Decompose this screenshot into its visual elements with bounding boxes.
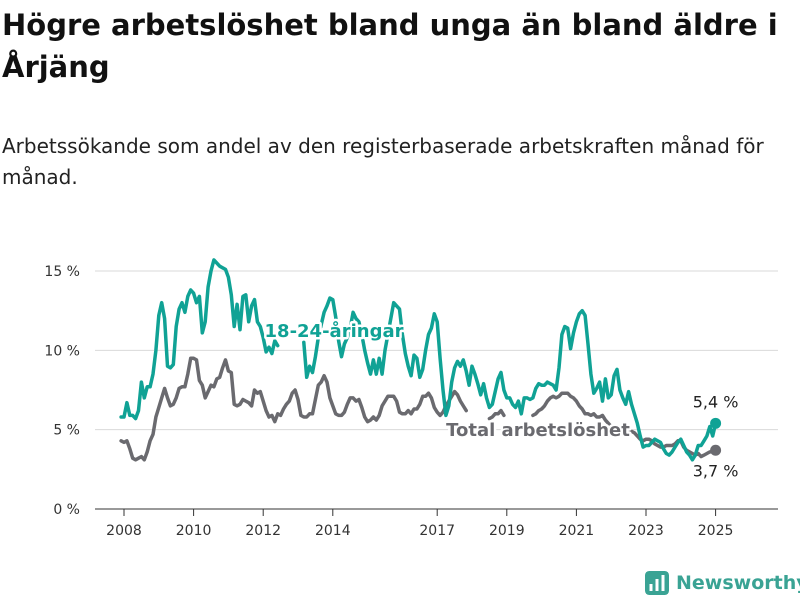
series-end-marker <box>710 417 722 429</box>
x-tick-label: 2014 <box>315 523 351 539</box>
y-tick-label: 0 % <box>53 502 80 518</box>
grid-lines <box>95 270 778 431</box>
x-tick-label: 2023 <box>628 523 664 539</box>
x-tick-label: 2017 <box>419 523 455 539</box>
y-tick-label: 10 % <box>44 343 80 359</box>
series-name-label: Total arbetslöshet <box>446 420 630 441</box>
newsworthy-logo: Newsworthy <box>645 569 800 597</box>
bar-chart-icon <box>645 571 669 595</box>
series-end-label: 3,7 % <box>693 461 739 480</box>
series-lines <box>119 258 722 462</box>
x-tick-label: 2010 <box>176 523 212 539</box>
chart-title: Högre arbetslöshet bland unga än bland ä… <box>2 8 778 84</box>
series-line-youth <box>119 258 718 462</box>
series-end-marker <box>710 444 722 456</box>
chart-labels: 5,4 % 3,7 % 18-24-åringar Total arbetslöshe… <box>262 318 739 481</box>
x-tick-label: 2012 <box>245 523 281 539</box>
x-tick-label: 2025 <box>698 523 734 539</box>
brand-name: Newsworthy <box>676 572 800 594</box>
x-tick-label: 2019 <box>489 523 525 539</box>
series-name-label: 18-24-åringar <box>265 320 404 342</box>
y-tick-label: 15 % <box>44 264 80 280</box>
axes: 0 % 5 % 10 % 15 % 2008 2010 2012 2014 2017 2019 20… <box>44 264 778 539</box>
chart-subtitle: Arbetssökande som andel av den registerb… <box>2 134 764 189</box>
x-tick-label: 2021 <box>559 523 595 539</box>
series-end-label: 5,4 % <box>693 392 739 411</box>
y-tick-label: 5 % <box>53 423 80 439</box>
x-tick-label: 2008 <box>106 523 142 539</box>
